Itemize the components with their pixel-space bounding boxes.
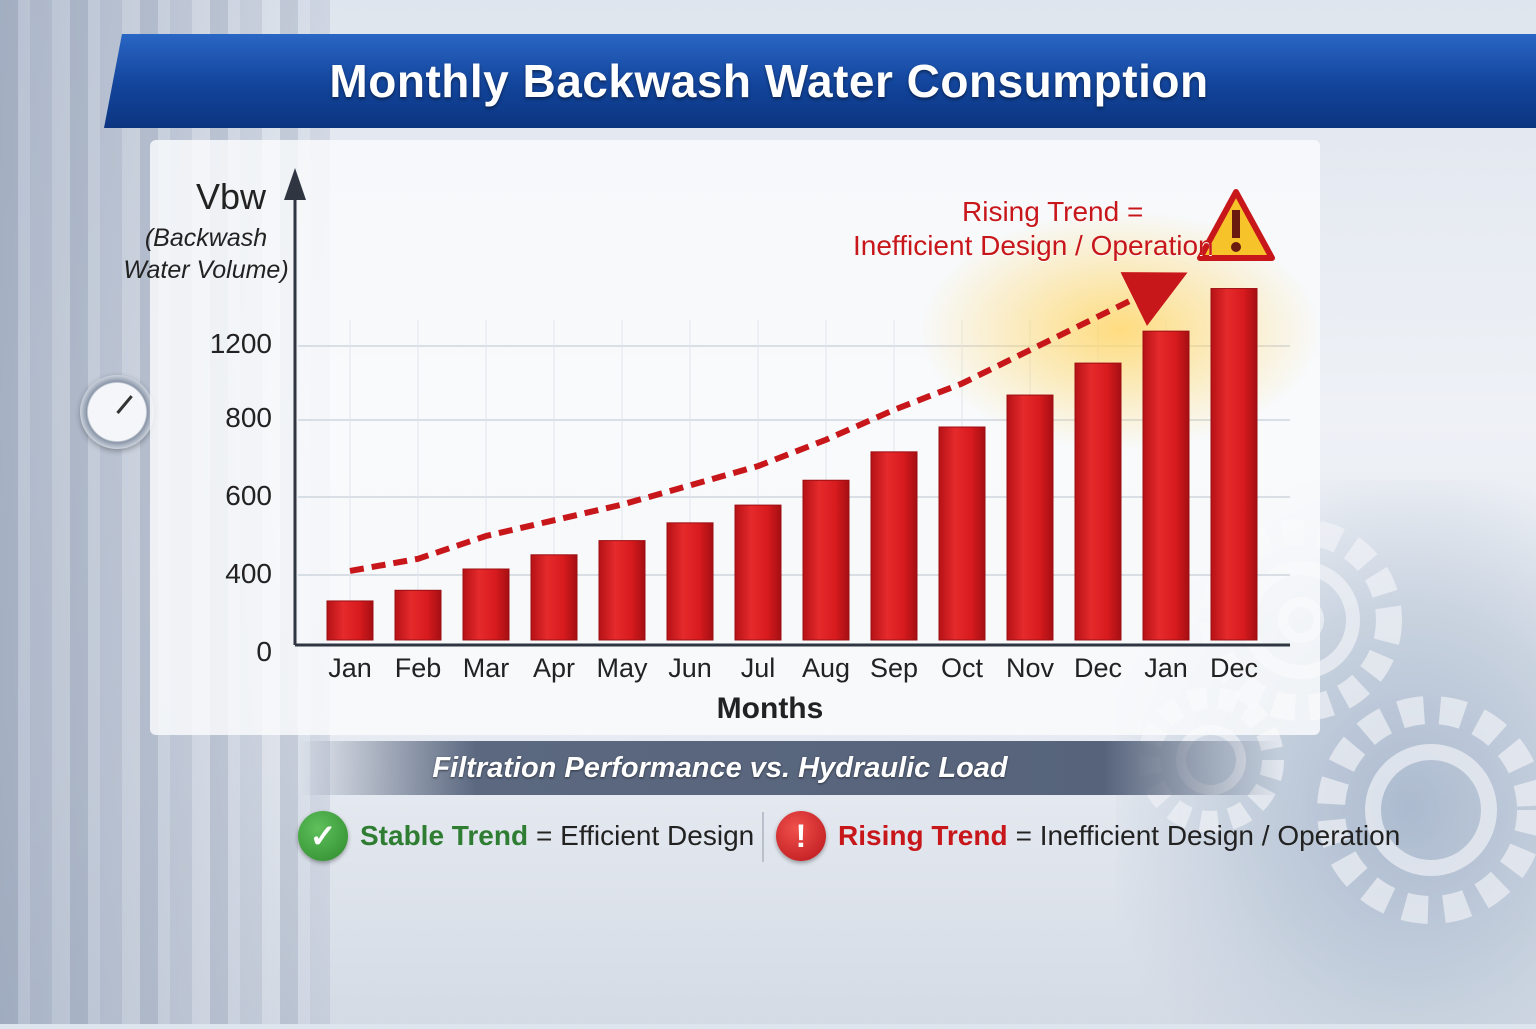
bar	[530, 554, 578, 641]
x-tick-label: May	[596, 653, 648, 683]
x-tick-label: Apr	[532, 653, 576, 683]
bar	[802, 479, 850, 641]
bar	[870, 451, 918, 641]
x-tick-label: Aug	[801, 653, 851, 683]
legend-rising-desc: = Inefficient Design / Operation	[1015, 820, 1401, 851]
x-tick-label: Dec	[1073, 653, 1122, 683]
bar	[598, 540, 646, 641]
y-tick-label: 600	[225, 480, 272, 511]
check-circle-icon: ✓	[298, 811, 348, 861]
x-tick-label: Nov	[1005, 653, 1054, 683]
exclamation-circle-icon: !	[776, 811, 826, 861]
x-tick-label: Jan	[328, 653, 372, 683]
trend-annotation-line1: Rising Trend =	[962, 196, 1144, 227]
x-tick-label: Jan	[1144, 653, 1188, 683]
y-tick-label: 1200	[209, 328, 272, 359]
legend-rising: ! Rising Trend = Inefficient Design / Op…	[776, 808, 1400, 864]
x-tick-label: Mar	[462, 653, 510, 683]
bar	[1210, 288, 1258, 641]
y-axis-label-main: Vbw	[196, 176, 267, 217]
bar	[734, 504, 782, 641]
bar-series	[326, 288, 1258, 641]
legend-rising-label: Rising Trend	[838, 820, 1008, 851]
subtitle-banner	[300, 741, 1280, 795]
bar	[1074, 362, 1122, 641]
chart-title: Monthly Backwash Water Consumption	[329, 55, 1209, 107]
x-tick-label: Oct	[940, 653, 983, 683]
y-axis-arrow-icon	[284, 168, 306, 200]
bar	[666, 522, 714, 641]
bar	[462, 568, 510, 641]
x-tick-label: Jul	[740, 653, 776, 683]
pressure-gauge-icon	[80, 375, 154, 449]
warning-triangle-icon	[1197, 189, 1275, 261]
trend-annotation-line2: Inefficient Design / Operation	[853, 230, 1214, 261]
bar	[326, 600, 374, 641]
y-axis-label-sub: (Backwash Water Volume)	[123, 224, 289, 284]
legend-stable-desc: = Efficient Design	[536, 820, 755, 851]
bar	[1142, 330, 1190, 641]
trend-arrow	[349, 272, 1188, 574]
x-axis-label: Months	[716, 692, 824, 725]
y-tick-label: 400	[225, 558, 272, 589]
x-tick-label: Jun	[668, 653, 712, 683]
y-tick-label: 0	[256, 636, 272, 667]
bar	[1006, 394, 1054, 641]
y-tick-label: 800	[225, 402, 272, 433]
bar	[938, 426, 986, 641]
legend-divider	[762, 812, 764, 862]
bar	[394, 589, 442, 641]
subtitle: Filtration Performance vs. Hydraulic Loa…	[432, 751, 1008, 784]
x-tick-label: Sep	[869, 653, 919, 683]
x-tick-label: Feb	[394, 653, 442, 683]
legend-stable: ✓ Stable Trend = Efficient Design	[298, 808, 754, 864]
legend-stable-label: Stable Trend	[360, 820, 529, 851]
x-tick-label: Dec	[1209, 653, 1258, 683]
title-banner	[104, 34, 1536, 128]
